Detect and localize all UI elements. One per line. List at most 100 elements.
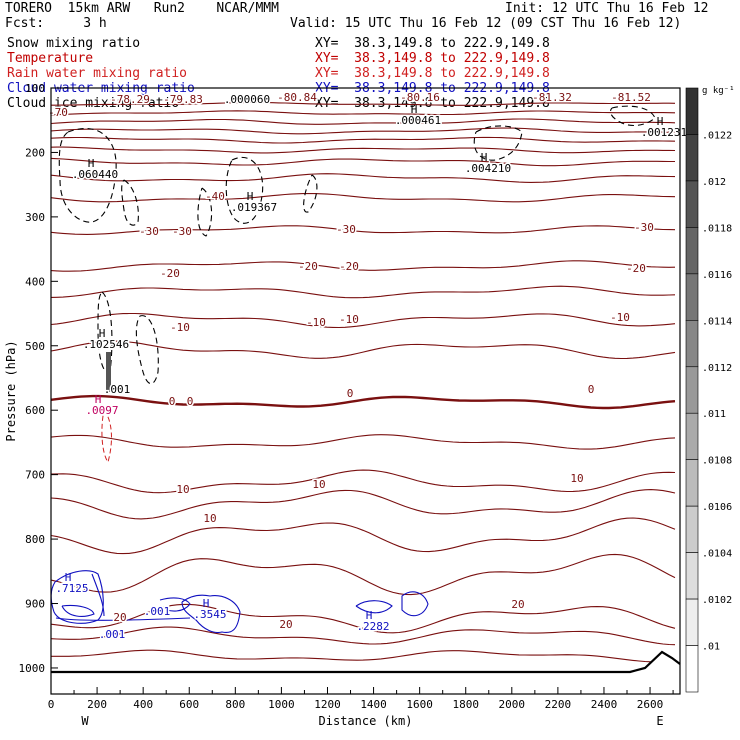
- header-valid: Valid: 15 UTC Thu 16 Feb 12 (09 CST Thu …: [290, 16, 682, 31]
- y-tick-label: 600: [25, 404, 45, 417]
- snow-mixing-contour: [135, 315, 159, 385]
- extremum-value: .2282: [356, 620, 389, 633]
- cloud-ice-shading: [106, 352, 111, 392]
- cloud-water-contour: [401, 591, 429, 617]
- contour-value-label: .001: [99, 628, 126, 641]
- temperature-label: 20: [511, 598, 524, 611]
- colorbar-tick-label: .0116: [702, 270, 732, 281]
- colorbar-segment: [685, 505, 699, 553]
- snow-mixing-contour: [303, 174, 318, 213]
- temperature-contour: [50, 553, 676, 596]
- x-tick-label: 2400: [591, 698, 618, 711]
- extremum-value: .102546: [83, 338, 129, 351]
- colorbar-tick-label: .0122: [702, 130, 732, 141]
- x-tick-label: 1200: [314, 698, 341, 711]
- legend-field-name: Snow mixing ratio: [7, 36, 141, 51]
- temperature-label: -20: [626, 262, 646, 275]
- temperature-label: 10: [203, 512, 216, 525]
- temperature-contour: [50, 340, 676, 360]
- cloud-water-contour: [355, 600, 393, 614]
- temperature-label: 10: [176, 483, 189, 496]
- temperature-contour: [50, 146, 676, 154]
- temperature-label: 0: [187, 395, 194, 408]
- extremum-marker: H: [411, 103, 418, 116]
- cloud-water-contour: [50, 570, 104, 624]
- temperature-contour: [50, 127, 676, 135]
- temperature-label: -78.29: [110, 93, 150, 106]
- x-tick-label: 2600: [637, 698, 664, 711]
- extremum-marker: H: [95, 393, 102, 406]
- cloud-water-contour: [91, 573, 105, 617]
- cloud-water-contour: [55, 617, 191, 621]
- legend-cross-section-endpoints: XY= 38.3,149.8 to 222.9,149.8: [315, 51, 550, 66]
- header-forecast: Fcst: 3 h: [5, 16, 107, 31]
- x-tick-label: 1000: [268, 698, 295, 711]
- temperature-contour: [50, 192, 676, 203]
- extremum-value: .0097: [85, 404, 118, 417]
- colorbar-tick-label: .0118: [702, 223, 732, 234]
- extremum-value: .019367: [231, 201, 277, 214]
- x-tick-label: 200: [87, 698, 107, 711]
- temperature-label: 10: [312, 478, 325, 491]
- temperature-contour: [50, 603, 676, 634]
- extremum-marker: H: [366, 609, 373, 622]
- colorbar-tick-label: .011: [702, 409, 726, 420]
- extremum-marker: H: [88, 157, 95, 170]
- temperature-contour: [50, 312, 676, 329]
- temperature-label: 20: [113, 611, 126, 624]
- y-tick-label: 400: [25, 275, 45, 288]
- colorbar-segment: [685, 598, 699, 646]
- temperature-label: -40: [205, 190, 225, 203]
- snow-mixing-contour: [58, 127, 117, 223]
- legend-cross-section-endpoints: XY= 38.3,149.8 to 222.9,149.8: [315, 96, 550, 111]
- plot-frame: [50, 87, 681, 695]
- x-end-label-west: W: [81, 714, 89, 728]
- legend-field-name: Temperature: [7, 51, 94, 66]
- temperature-label: -81.52: [611, 91, 651, 104]
- temperature-label: -30: [634, 221, 654, 234]
- temperature-label: -20: [298, 260, 318, 273]
- y-tick-label: 900: [25, 598, 45, 611]
- colorbar-segment: [685, 87, 699, 135]
- colorbar-segment: [685, 180, 699, 228]
- x-tick-label: 800: [225, 698, 245, 711]
- temperature-label: -10: [610, 311, 630, 324]
- y-tick-label: 200: [25, 146, 45, 159]
- x-axis-label: Distance (km): [319, 714, 413, 728]
- plot-area: -70 -78.29 -79.83 -80.84 -80.16 -81.32 -81.52 -…: [47, 90, 689, 694]
- temperature-contour: [50, 157, 675, 167]
- temperature-label: -80.16: [400, 91, 440, 104]
- x-end-label-east: E: [656, 714, 663, 728]
- snow-mixing-contour: [121, 179, 139, 226]
- temperature-contour: [51, 101, 676, 106]
- extremum-marker: H: [247, 190, 254, 203]
- colorbar-segment: [685, 320, 699, 368]
- colorbar-tick-label: .0114: [702, 316, 732, 327]
- temperature-label: -30: [336, 223, 356, 236]
- colorbar-tick-label: .0102: [702, 595, 732, 606]
- temperature-label: -80.84: [277, 91, 317, 104]
- snow-mixing-contour: [197, 187, 213, 237]
- x-tick-label: 2000: [499, 698, 526, 711]
- temperature-contour: [50, 285, 676, 299]
- y-tick-label: 300: [25, 211, 45, 224]
- colorbar-segment: [685, 552, 699, 600]
- snow-mixing-contour: [97, 291, 113, 374]
- temperature-label: -70: [48, 106, 68, 119]
- temperature-contour: [50, 394, 676, 410]
- contour-value-label: .001: [144, 605, 171, 618]
- temperature-label: -81.32: [532, 91, 572, 104]
- temperature-label: 10: [570, 472, 583, 485]
- temperature-contour: [50, 434, 676, 450]
- extremum-value: .7125: [55, 582, 88, 595]
- temperature-label: 0: [169, 395, 176, 408]
- contour-value-label: .000060: [224, 93, 270, 106]
- colorbar-unit: g kg⁻¹: [702, 86, 735, 96]
- temperature-label: -10: [306, 316, 326, 329]
- colorbar-segment: [685, 645, 699, 693]
- colorbar-segment: [685, 273, 699, 321]
- temperature-label: 0: [347, 387, 354, 400]
- x-tick-label: 600: [179, 698, 199, 711]
- y-tick-label: 100: [25, 82, 45, 95]
- colorbar-segment: [685, 366, 699, 414]
